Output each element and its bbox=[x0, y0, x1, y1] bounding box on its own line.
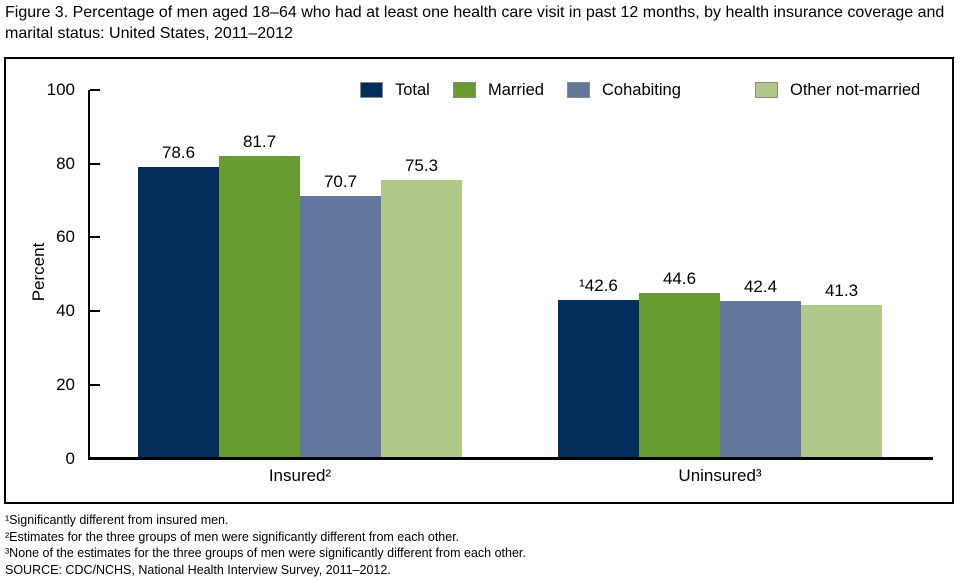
bar-label-uninsured-cohabiting: 42.4 bbox=[743, 277, 778, 296]
bar-label-insured-other-not-married: 75.3 bbox=[404, 156, 439, 175]
footnote-2: ²Estimates for the three groups of men w… bbox=[5, 529, 460, 544]
legend-item-married: Married bbox=[453, 80, 544, 100]
footnote-1: ¹Significantly different from insured me… bbox=[5, 513, 229, 527]
bar-uninsured-married bbox=[639, 293, 720, 457]
y-axis-line bbox=[88, 90, 90, 460]
legend-label-cohabiting: Cohabiting bbox=[602, 80, 681, 99]
y-tick-100 bbox=[90, 89, 100, 91]
bar-uninsured-cohabiting bbox=[720, 301, 801, 457]
y-tick-label-20: 20 bbox=[56, 375, 75, 394]
legend-item-total: Total bbox=[360, 80, 430, 100]
bar-insured-other-not-married bbox=[381, 180, 462, 457]
figure-title: Figure 3. Percentage of men aged 18–64 w… bbox=[5, 4, 945, 42]
footnote-3: ³None of the estimates for the three gro… bbox=[5, 546, 526, 560]
footnote-source: SOURCE: CDC/NCHS, National Health Interv… bbox=[5, 562, 391, 577]
x-category-uninsured: Uninsured³ bbox=[678, 466, 762, 485]
legend-item-other-not-married: Other not-married bbox=[755, 80, 920, 100]
bar-label-uninsured-total: ¹42.6 bbox=[579, 276, 618, 295]
chart-frame: Percent 0 20 40 60 80 100 78.6 ¹42.6 81.7 44.6 70.… bbox=[4, 57, 954, 504]
y-tick-label-0: 0 bbox=[65, 449, 75, 468]
legend-label-other-not-married: Other not-married bbox=[790, 80, 921, 99]
y-tick-80 bbox=[90, 163, 100, 165]
legend-swatch-married bbox=[453, 82, 476, 98]
bar-label-insured-married: 81.7 bbox=[242, 132, 277, 151]
legend-swatch-other-not-married bbox=[755, 82, 778, 98]
y-tick-60 bbox=[90, 236, 100, 238]
bar-label-insured-total: 78.6 bbox=[161, 143, 196, 162]
y-tick-label-60: 60 bbox=[56, 227, 75, 246]
bar-uninsured-other-not-married bbox=[801, 305, 882, 457]
bar-uninsured-total bbox=[558, 300, 639, 457]
x-axis-line bbox=[88, 457, 933, 460]
y-tick-label-40: 40 bbox=[56, 301, 75, 320]
bar-label-uninsured-other-not-married: 41.3 bbox=[824, 281, 859, 300]
bar-insured-cohabiting bbox=[300, 196, 381, 457]
footnotes: ¹Significantly different from insured me… bbox=[5, 512, 945, 578]
legend-label-total: Total bbox=[395, 80, 430, 99]
legend-swatch-total bbox=[360, 82, 383, 98]
y-tick-label-100: 100 bbox=[46, 80, 75, 99]
bar-label-uninsured-married: 44.6 bbox=[662, 269, 697, 288]
bar-label-insured-cohabiting: 70.7 bbox=[323, 172, 358, 191]
legend-label-married: Married bbox=[488, 80, 544, 99]
legend-item-cohabiting: Cohabiting bbox=[567, 80, 681, 100]
legend-swatch-cohabiting bbox=[567, 82, 590, 98]
bar-insured-total bbox=[138, 167, 219, 457]
x-category-insured: Insured² bbox=[268, 466, 332, 485]
y-tick-40 bbox=[90, 310, 100, 312]
bar-insured-married bbox=[219, 156, 300, 457]
y-tick-20 bbox=[90, 384, 100, 386]
plot-area: Percent 0 20 40 60 80 100 78.6 ¹42.6 81.7 44.6 70.… bbox=[6, 59, 952, 502]
y-tick-label-80: 80 bbox=[56, 154, 75, 173]
